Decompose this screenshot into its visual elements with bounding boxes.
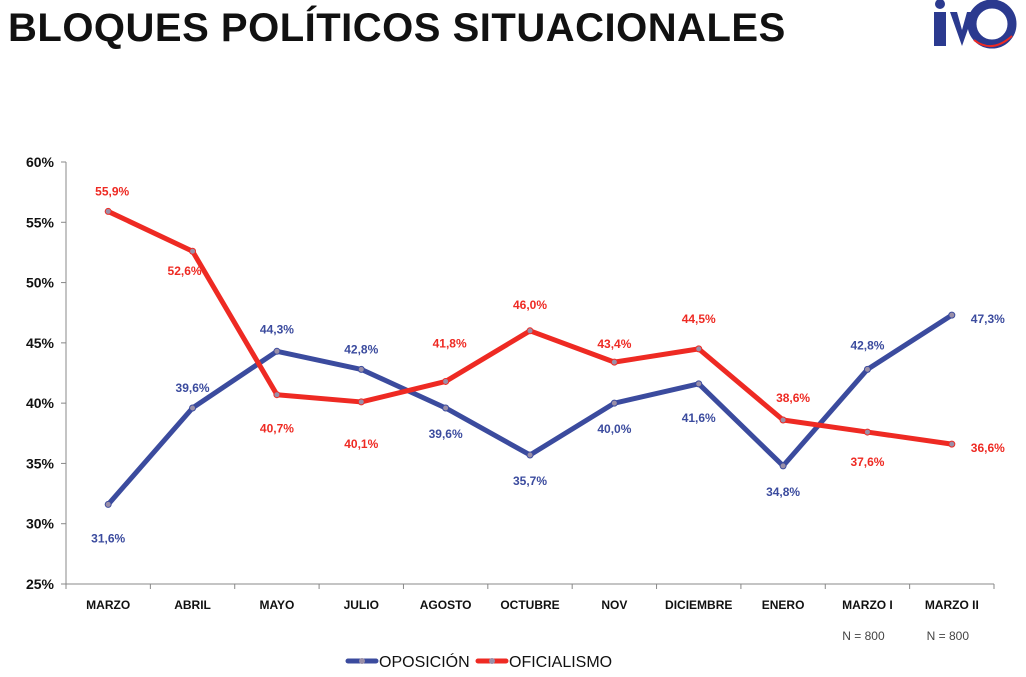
data-point bbox=[189, 247, 197, 255]
chart-legend: OPOSICIÓN OFICIALISMO bbox=[345, 652, 612, 671]
y-tick-label: 40% bbox=[26, 395, 55, 411]
data-point bbox=[779, 416, 787, 424]
data-label: 41,6% bbox=[682, 411, 716, 425]
y-tick-label: 50% bbox=[26, 275, 55, 291]
chart-series bbox=[104, 207, 956, 508]
y-tick-label: 55% bbox=[26, 214, 55, 230]
data-label: 55,9% bbox=[95, 184, 129, 198]
data-label: 44,5% bbox=[682, 312, 716, 326]
data-label: 34,8% bbox=[766, 485, 800, 499]
data-point bbox=[442, 377, 450, 385]
sample-note: N = 800 bbox=[842, 629, 885, 643]
x-tick-label: JULIO bbox=[344, 598, 379, 612]
x-axis-ticks: MARZO ABRIL MAYO JULIO AGOSTO OCTUBRE NOV DICIE… bbox=[65, 584, 995, 612]
data-label: 52,6% bbox=[168, 264, 202, 278]
legend-marker bbox=[359, 658, 365, 664]
data-point bbox=[442, 404, 450, 412]
data-point bbox=[357, 398, 365, 406]
x-tick-label: ABRIL bbox=[174, 598, 211, 612]
y-tick-label: 25% bbox=[26, 576, 55, 592]
y-axis-ticks: 25% 30% 35% 40% 45% 50% 55% 60% bbox=[26, 154, 66, 592]
data-label: 47,3% bbox=[971, 312, 1005, 326]
data-label: 41,8% bbox=[433, 336, 467, 350]
data-label: 39,6% bbox=[429, 427, 463, 441]
data-point bbox=[526, 327, 534, 335]
legend-label: OPOSICIÓN bbox=[379, 652, 470, 671]
data-point bbox=[610, 358, 618, 366]
data-point bbox=[610, 399, 618, 407]
data-label: 40,0% bbox=[597, 422, 631, 436]
data-label: 39,6% bbox=[176, 381, 210, 395]
x-tick-label: OCTUBRE bbox=[500, 598, 559, 612]
legend-marker bbox=[489, 658, 495, 664]
data-label: 38,6% bbox=[776, 391, 810, 405]
x-tick-label: NOV bbox=[601, 598, 627, 612]
page-title: BLOQUES POLÍTICOS SITUACIONALES bbox=[8, 6, 786, 50]
data-point bbox=[695, 345, 703, 353]
data-point bbox=[863, 428, 871, 436]
data-point bbox=[695, 380, 703, 388]
x-tick-label: MARZO II bbox=[925, 598, 979, 612]
data-label: 43,4% bbox=[597, 337, 631, 351]
data-labels: 31,6% 39,6% 44,3% 42,8% 39,6% 35,7% 40,0% 41,6%… bbox=[91, 184, 1005, 545]
data-label: 46,0% bbox=[513, 298, 547, 312]
y-tick-label: 45% bbox=[26, 335, 55, 351]
data-label: 42,8% bbox=[850, 338, 884, 352]
y-tick-label: 30% bbox=[26, 516, 55, 532]
x-tick-label: MARZO bbox=[86, 598, 130, 612]
data-point bbox=[863, 365, 871, 373]
sample-notes: N = 800 N = 800 bbox=[842, 629, 969, 643]
x-tick-label: AGOSTO bbox=[420, 598, 472, 612]
x-tick-label: MAYO bbox=[259, 598, 294, 612]
data-label: 37,6% bbox=[850, 455, 884, 469]
data-label: 31,6% bbox=[91, 531, 125, 545]
y-tick-label: 60% bbox=[26, 154, 55, 170]
data-label: 42,8% bbox=[344, 342, 378, 356]
sample-note: N = 800 bbox=[927, 629, 970, 643]
data-point bbox=[104, 500, 112, 508]
x-tick-label: MARZO I bbox=[842, 598, 893, 612]
y-tick-label: 35% bbox=[26, 455, 55, 471]
data-point bbox=[357, 365, 365, 373]
chart-axes bbox=[65, 162, 994, 585]
data-point bbox=[104, 207, 112, 215]
data-point bbox=[273, 347, 281, 355]
data-point bbox=[526, 451, 534, 459]
x-tick-label: ENERO bbox=[762, 598, 805, 612]
data-label: 36,6% bbox=[971, 441, 1005, 455]
data-point bbox=[779, 462, 787, 470]
data-point bbox=[948, 311, 956, 319]
data-label: 35,7% bbox=[513, 474, 547, 488]
data-point bbox=[273, 391, 281, 399]
data-label: 44,3% bbox=[260, 322, 294, 336]
data-point bbox=[948, 440, 956, 448]
x-tick-label: DICIEMBRE bbox=[665, 598, 732, 612]
logo-mark bbox=[934, 0, 1017, 49]
brand-logo bbox=[934, 0, 1017, 49]
data-label: 40,7% bbox=[260, 422, 294, 436]
legend-label: OFICIALISMO bbox=[509, 654, 612, 671]
data-point bbox=[189, 404, 197, 412]
data-label: 40,1% bbox=[344, 437, 378, 451]
